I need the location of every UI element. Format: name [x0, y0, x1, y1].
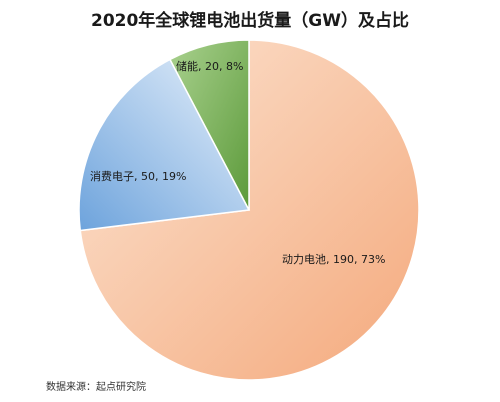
chart-title: 2020年全球锂电池出货量（GW）及占比	[90, 11, 410, 31]
slice-consumer-electronics	[78, 58, 251, 232]
slice-label-energy-storage: 储能, 20, 8%	[176, 59, 243, 73]
slice-label-consumer-electronics: 消费电子, 50, 19%	[90, 169, 186, 183]
slice-label-power-battery: 动力电池, 190, 73%	[282, 253, 385, 266]
slice-energy-storage	[168, 39, 250, 211]
source-note: 数据来源：起点研究院	[46, 382, 146, 393]
